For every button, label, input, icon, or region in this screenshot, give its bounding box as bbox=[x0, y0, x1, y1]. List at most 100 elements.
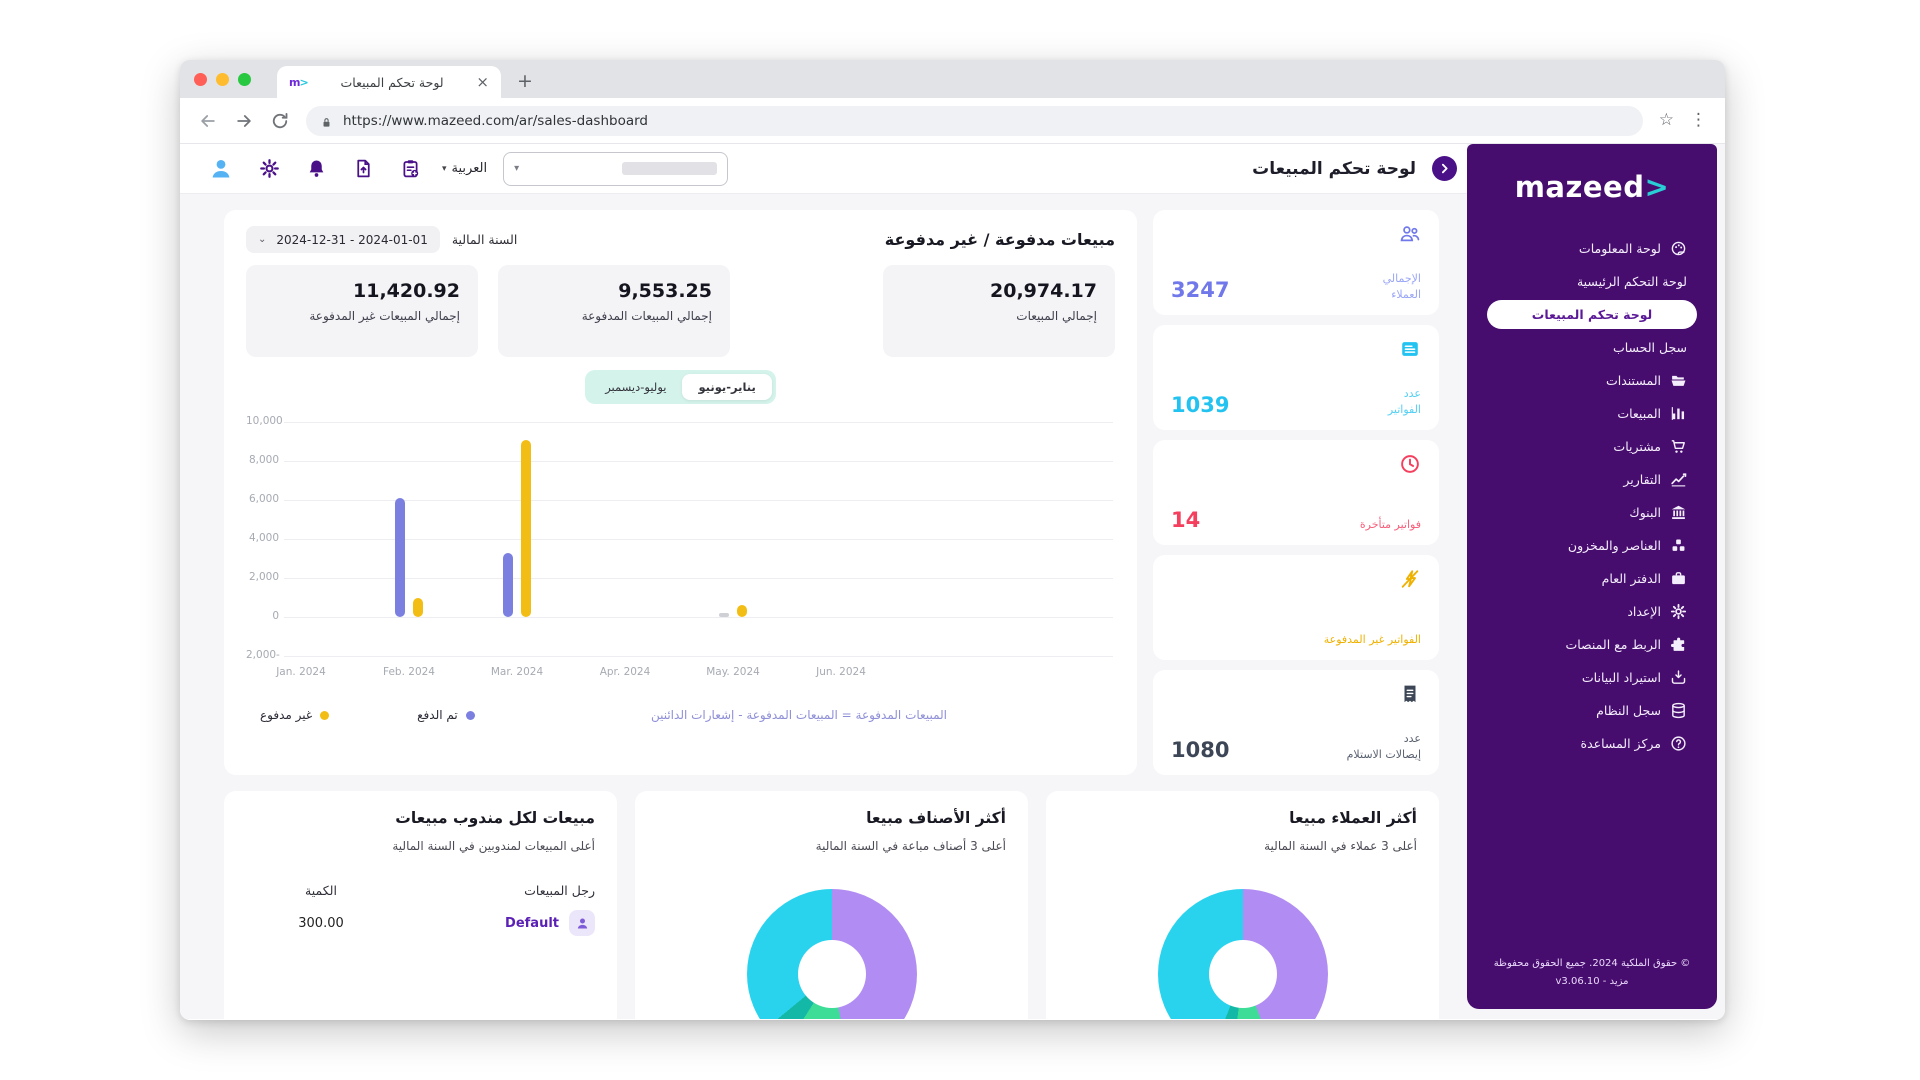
cart-icon bbox=[1670, 438, 1687, 455]
database-icon bbox=[1670, 702, 1687, 719]
gridline bbox=[284, 578, 1113, 579]
bell-icon[interactable] bbox=[306, 158, 327, 179]
stats-column: الإجمالي العملاء 3247 عدد الفواتير 1039 فواتير… bbox=[1153, 210, 1439, 775]
legend-item[interactable]: غير مدفوع bbox=[260, 708, 330, 722]
bottom-row: أكثر العملاء مبيعا أعلى 3 عملاء في السنة… bbox=[224, 791, 1439, 1019]
gear-icon bbox=[1670, 603, 1687, 620]
period-toggle-option[interactable]: يوليو-ديسمبر bbox=[605, 380, 667, 394]
sidebar-item-label: لوحة المعلومات bbox=[1578, 241, 1661, 256]
legend-label: تم الدفع bbox=[417, 708, 458, 722]
money-off-icon bbox=[1399, 568, 1421, 590]
address-bar[interactable]: https://www.mazeed.com/ar/sales-dashboar… bbox=[306, 105, 1643, 136]
sidebar-item[interactable]: لوحة التحكم الرئيسية bbox=[1487, 267, 1697, 296]
sidebar-item[interactable]: استيراد البيانات bbox=[1487, 663, 1697, 692]
sidebar-item[interactable]: العناصر والمخزون bbox=[1487, 531, 1697, 560]
language-selector[interactable]: العربية ▾ bbox=[442, 161, 487, 176]
sidebar-item-label: الدفتر العام bbox=[1601, 571, 1661, 586]
sidebar-item-label: مشتريات bbox=[1613, 439, 1661, 454]
top-items-donut-chart bbox=[746, 889, 917, 1019]
fiscal-year-filter: السنة المالية 2024-12-31 - 2024-01-01 ⌄ bbox=[246, 226, 517, 253]
sidebar-item-label: مركز المساعدة bbox=[1580, 736, 1661, 751]
x-axis-tick-label: Jun. 2024 bbox=[816, 666, 866, 678]
legend-dot-icon bbox=[465, 710, 475, 720]
sidebar-item-label: لوحة التحكم الرئيسية bbox=[1576, 274, 1687, 289]
card-title: مبيعات لكل مندوب مبيعات bbox=[395, 809, 595, 827]
puzzle-icon bbox=[1670, 636, 1687, 653]
maximize-window-button[interactable] bbox=[238, 72, 251, 86]
sales-rep-link[interactable]: Default bbox=[505, 915, 559, 931]
column-header: رجل المبيعات bbox=[524, 883, 595, 898]
minimize-window-button[interactable] bbox=[216, 72, 229, 86]
sidebar-item-label: استيراد البيانات bbox=[1581, 670, 1661, 685]
main-column: لوحة تحكم المبيعات ▾ العربية ▾ bbox=[180, 144, 1467, 1019]
card-subtitle: أعلى المبيعات لمندوبين في السنة المالية bbox=[392, 839, 595, 853]
column-header: الكمية bbox=[305, 883, 337, 898]
sidebar-item[interactable]: التقارير bbox=[1487, 465, 1697, 494]
url-text: https://www.mazeed.com/ar/sales-dashboar… bbox=[343, 112, 648, 129]
stat-label: فواتير متأخرة bbox=[1359, 517, 1421, 531]
y-axis-tick-label: 2,000 bbox=[248, 571, 279, 583]
forward-icon[interactable] bbox=[234, 111, 254, 131]
browser-menu-icon[interactable]: ⋮ bbox=[1690, 110, 1707, 130]
dashboard-icon bbox=[1670, 240, 1687, 257]
sidebar-item[interactable]: المبيعات bbox=[1487, 399, 1697, 428]
sidebar-item[interactable]: سجل النظام bbox=[1487, 696, 1697, 725]
sidebar-collapse-button[interactable] bbox=[1432, 156, 1457, 181]
period-toggle-option[interactable]: يناير-يونيو bbox=[682, 374, 772, 400]
gridline bbox=[284, 500, 1113, 501]
table-row: Default 300.00 bbox=[246, 904, 595, 942]
legend-item[interactable]: تم الدفع bbox=[417, 708, 475, 722]
bookmark-star-icon[interactable]: ☆ bbox=[1658, 110, 1674, 130]
sidebar-item[interactable]: الربط مع المنصات bbox=[1487, 630, 1697, 659]
sidebar-item[interactable]: الإعداد bbox=[1487, 597, 1697, 626]
sales-summary-row: 20,974.17 إجمالي المبيعات 9,553.25 إجمالي ا… bbox=[246, 265, 1115, 357]
chart-legend-row: غير مدفوع تم الدفع المبيعات المدفوعة = ال… bbox=[246, 708, 1115, 722]
page-title: لوحة تحكم المبيعات bbox=[1252, 158, 1416, 179]
paid-unpaid-sales-card: مبيعات مدفوعة / غير مدفوعة السنة المالية… bbox=[224, 210, 1137, 775]
close-window-button[interactable] bbox=[194, 72, 207, 86]
sidebar-item[interactable]: مركز المساعدة bbox=[1487, 729, 1697, 758]
sidebar-item[interactable]: لوحة تحكم المبيعات bbox=[1487, 300, 1697, 329]
y-axis-tick-label: 0 bbox=[272, 610, 279, 622]
file-upload-icon[interactable] bbox=[353, 158, 374, 179]
new-tab-button[interactable]: + bbox=[517, 70, 533, 92]
clipboard-add-icon[interactable] bbox=[400, 158, 421, 179]
sidebar-item[interactable]: مشتريات bbox=[1487, 432, 1697, 461]
chart-legend: غير مدفوع تم الدفع bbox=[260, 708, 475, 722]
period-toggle-row: يناير-يونيو يوليو-ديسمبر bbox=[246, 370, 1115, 404]
chart-card-header: مبيعات مدفوعة / غير مدفوعة السنة المالية… bbox=[246, 226, 1115, 253]
fiscal-year-label: السنة المالية bbox=[451, 232, 518, 247]
date-range-select[interactable]: 2024-12-31 - 2024-01-01 ⌄ bbox=[246, 226, 440, 253]
back-icon[interactable] bbox=[198, 111, 218, 131]
gear-icon[interactable] bbox=[259, 158, 280, 179]
sidebar-item-label: لوحة تحكم المبيعات bbox=[1531, 307, 1653, 322]
chevron-down-icon: ⌄ bbox=[258, 234, 267, 245]
sidebar-item-label: العناصر والمخزون bbox=[1567, 538, 1661, 553]
browser-tab[interactable]: m> لوحة تحكم المبيعات × bbox=[277, 66, 501, 98]
user-profile-icon[interactable] bbox=[209, 157, 233, 181]
x-axis-tick-label: May. 2024 bbox=[706, 666, 760, 678]
import-icon bbox=[1670, 669, 1687, 686]
bar-غير مدفوع-Feb. 2024 bbox=[413, 597, 423, 617]
stat-label: الإجمالي العملاء bbox=[1382, 272, 1421, 301]
mazeed-logo: mazeed> bbox=[1514, 170, 1670, 204]
version-text: مزيد - v3.06.10 bbox=[1555, 976, 1629, 987]
stat-card-invoice-count: عدد الفواتير 1039 bbox=[1153, 325, 1439, 430]
sidebar-item[interactable]: الدفتر العام bbox=[1487, 564, 1697, 593]
app-root: mazeed> لوحة المعلومات لوحة التحكم الرئيس… bbox=[180, 144, 1725, 1019]
search-select[interactable]: ▾ bbox=[503, 151, 729, 186]
sidebar-item[interactable]: البنوك bbox=[1487, 498, 1697, 527]
tab-close-icon[interactable]: × bbox=[476, 72, 489, 91]
sidebar-item[interactable]: لوحة المعلومات bbox=[1487, 234, 1697, 263]
reload-icon[interactable] bbox=[270, 111, 290, 131]
stat-value: 1039 bbox=[1171, 393, 1230, 417]
window-controls bbox=[194, 72, 251, 86]
summary-value: 9,553.25 bbox=[618, 280, 712, 302]
sidebar-item[interactable]: المستندات bbox=[1487, 366, 1697, 395]
legend-label: غير مدفوع bbox=[260, 708, 313, 722]
logo-arrow-icon: > bbox=[1644, 170, 1670, 204]
card-subtitle: أعلى 3 عملاء في السنة المالية bbox=[1264, 839, 1417, 853]
cubes-icon bbox=[1670, 537, 1687, 554]
sidebar-item[interactable]: سجل الحساب bbox=[1487, 333, 1697, 362]
card-subtitle: أعلى 3 أصناف مباعة في السنة المالية bbox=[815, 839, 1006, 853]
